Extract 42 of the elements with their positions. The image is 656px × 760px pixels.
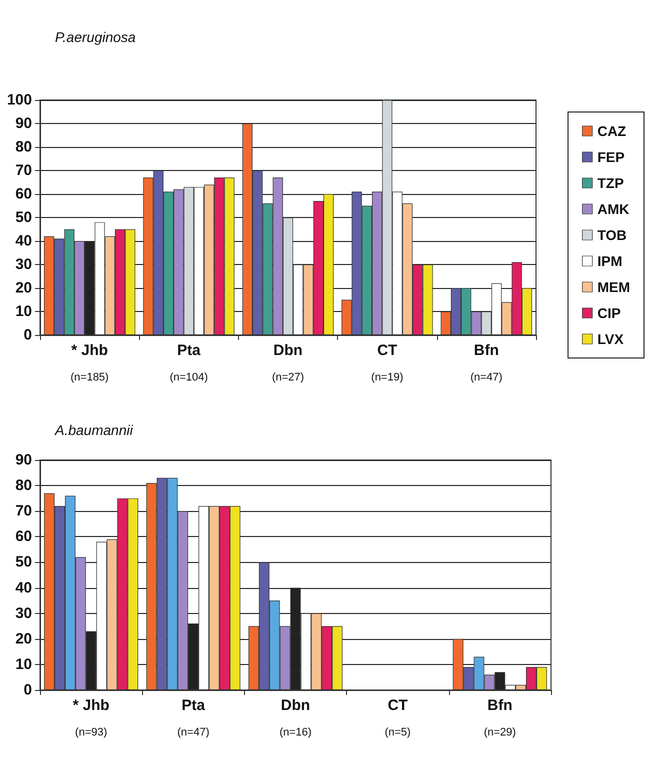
y-tick-label: 90: [15, 115, 32, 132]
y-tick-label: 80: [15, 477, 32, 494]
y-tick-label: 30: [15, 604, 32, 622]
y-tick-label: 70: [15, 162, 32, 179]
y-tick-label: 20: [15, 280, 32, 296]
legend-label: CIP: [597, 305, 621, 321]
y-tick-label: 60: [15, 528, 32, 546]
y-tick-label: 10: [15, 656, 32, 673]
y-tick-label: 10: [15, 303, 32, 320]
y-tick-label: 30: [15, 256, 32, 273]
y-tick-label: 70: [15, 502, 32, 520]
y-tick-label: 40: [15, 232, 32, 250]
y-tick-label: 0: [24, 326, 32, 344]
chart-title: A.baumannii: [54, 422, 134, 438]
legend-label: IPM: [597, 253, 622, 269]
legend-label: MEM: [597, 279, 630, 295]
y-tick-label: 50: [15, 209, 32, 226]
legend-label: AMK: [597, 201, 630, 217]
y-tick-label: 80: [15, 138, 32, 156]
legend-label: LVX: [597, 331, 624, 347]
x-tick-label: CT (n=5): [384, 697, 411, 738]
x-tick-label: Pta (n=104): [170, 342, 208, 384]
y-tick-label: 60: [15, 186, 32, 202]
x-tick-label: Dbn (n=16): [279, 697, 312, 738]
y-tick-label: 0: [24, 682, 32, 698]
x-tick-label: Pta (n=47): [177, 697, 210, 738]
x-tick-label: Bfn (n=29): [484, 697, 516, 738]
chart-title: P.aeruginosa: [55, 29, 136, 45]
x-tick-label: Bfn (n=47): [470, 342, 502, 384]
y-tick-label: 40: [15, 579, 32, 596]
legend-label: TOB: [597, 227, 627, 243]
y-tick-label: 90: [15, 452, 32, 468]
y-tick-label: 20: [15, 630, 32, 648]
x-tick-label: CT (n=19): [371, 342, 404, 384]
y-tick-label: 50: [15, 554, 32, 571]
legend-label: FEP: [597, 149, 625, 165]
legend-label: CAZ: [597, 123, 627, 139]
x-tick-label: * Jhb (n=93): [72, 697, 110, 738]
x-tick-label: Dbn (n=27): [272, 342, 304, 384]
legend-label: TZP: [597, 175, 624, 191]
x-tick-label: * Jhb (n=185): [70, 342, 109, 384]
y-tick-label: 100: [6, 92, 32, 108]
